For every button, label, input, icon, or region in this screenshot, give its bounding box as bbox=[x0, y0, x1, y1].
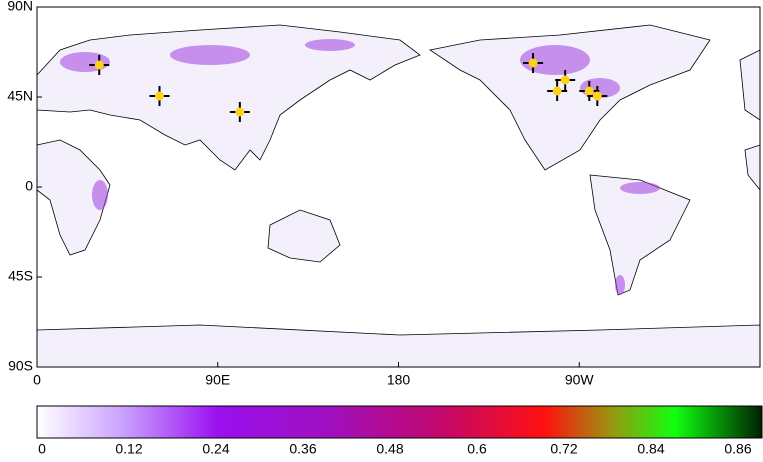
land bbox=[36, 24, 761, 368]
lon-tick-label: 180 bbox=[387, 372, 411, 388]
colorbar-label: 0 bbox=[38, 441, 46, 457]
colorbar-label: 0.72 bbox=[550, 441, 577, 457]
lon-tick-label: 90E bbox=[205, 372, 230, 388]
site-marker-part bbox=[155, 91, 165, 101]
site-marker-part bbox=[584, 86, 594, 96]
site-marker bbox=[587, 86, 608, 106]
site-marker-part bbox=[528, 58, 538, 68]
lon-tick-label: 90W bbox=[565, 372, 595, 388]
site-marker bbox=[523, 53, 544, 73]
lat-tick-label: 45S bbox=[8, 268, 33, 284]
site-marker-part bbox=[235, 107, 245, 117]
colorbar-label: 0.84 bbox=[637, 441, 664, 457]
colorbar-label: 0.12 bbox=[115, 441, 142, 457]
colorbar-label: 0.86 bbox=[724, 441, 751, 457]
colorbar-label: 0.24 bbox=[202, 441, 229, 457]
site-marker bbox=[229, 102, 250, 122]
lat-tick-label: 90S bbox=[8, 358, 33, 374]
site-marker bbox=[579, 81, 600, 101]
site-marker bbox=[547, 81, 568, 101]
concentration-field bbox=[60, 39, 660, 295]
site-marker bbox=[89, 55, 110, 75]
lat-tick-label: 45N bbox=[7, 88, 33, 104]
colorbar-label: 0.48 bbox=[376, 441, 403, 457]
site-marker-part bbox=[94, 60, 104, 70]
colorbar-label: 0.36 bbox=[289, 441, 316, 457]
colorbar-label: 0.6 bbox=[467, 441, 487, 457]
site-marker-part bbox=[592, 91, 602, 101]
lat-tick-label: 0 bbox=[25, 178, 33, 194]
colorbar bbox=[36, 405, 763, 439]
site-marker bbox=[149, 86, 170, 106]
site-marker bbox=[555, 70, 576, 90]
lon-tick-label: 0 bbox=[33, 372, 41, 388]
site-marker-part bbox=[560, 75, 570, 85]
lat-tick-label: 90N bbox=[7, 0, 33, 14]
site-marker-part bbox=[552, 86, 562, 96]
